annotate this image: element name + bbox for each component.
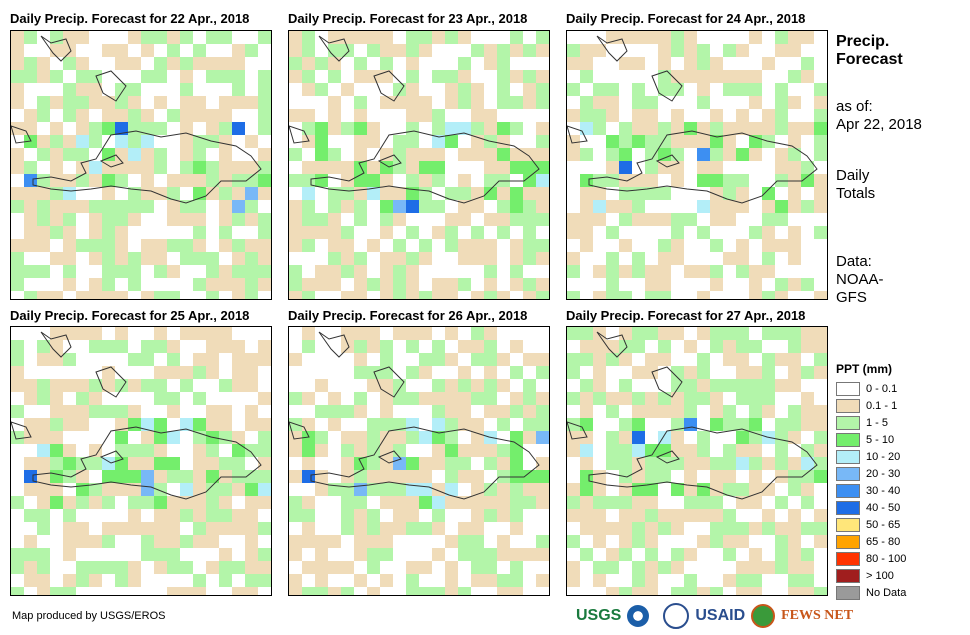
panel-title-4: Daily Precip. Forecast for 25 Apr., 2018 [10,308,250,323]
legend-item: 40 - 50 [836,499,906,516]
legend-label: 65 - 80 [866,535,901,548]
precip-map [11,327,271,595]
coastline [567,35,818,204]
map-panel-2 [288,30,550,300]
map-panel-4 [10,326,272,596]
coastline [289,331,540,500]
usgs-logo: USGS [576,607,622,624]
precip-map [567,31,827,299]
panel-title-6: Daily Precip. Forecast for 27 Apr., 2018 [566,308,806,323]
legend-swatch [836,534,860,549]
legend-swatch [836,500,860,515]
panel-title-1: Daily Precip. Forecast for 22 Apr., 2018 [10,11,250,26]
legend-label: 50 - 65 [866,518,901,531]
legend-label: 20 - 30 [866,467,901,480]
legend-title: PPT (mm) [836,362,893,376]
legend-item: No Data [836,584,906,601]
precip-map [11,31,271,299]
legend-item: 65 - 80 [836,533,906,550]
legend-item: 50 - 65 [836,516,906,533]
legend-label: 10 - 20 [866,450,901,463]
daily-totals-text: Daily Totals [836,167,876,202]
coastline [11,331,262,500]
map-panel-3 [566,30,828,300]
legend-label: > 100 [866,569,894,582]
panel-title-3: Daily Precip. Forecast for 24 Apr., 2018 [566,11,806,26]
panel-title-2: Daily Precip. Forecast for 23 Apr., 2018 [288,11,528,26]
credit-text: Map produced by USGS/EROS [12,610,166,622]
legend-swatch [836,551,860,566]
coastline [567,331,818,500]
legend-item: 1 - 5 [836,414,906,431]
legend-label: 80 - 100 [866,552,907,565]
map-panel-5 [288,326,550,596]
as-of-text: as of: Apr 22, 2018 [836,98,922,133]
legend-label: 0.1 - 1 [866,399,898,412]
legend-swatch [836,483,860,498]
precip-map [289,31,549,299]
legend-swatch [836,449,860,464]
side-title: Precip. Forecast [836,33,903,68]
map-panel-1 [10,30,272,300]
panel-title-5: Daily Precip. Forecast for 26 Apr., 2018 [288,308,528,323]
legend-swatch [836,398,860,413]
legend-item: 20 - 30 [836,465,906,482]
legend-item: 80 - 100 [836,550,906,567]
precip-map [289,327,549,595]
fews-globe [751,604,776,628]
coastline [11,35,262,204]
coastline [289,35,540,204]
noaa-logo [627,605,650,627]
partner-logos: USGS USAID FEWS NET [576,603,853,629]
usaid-seal [663,603,690,629]
data-source-text: Data: NOAA- GFS [836,253,884,306]
legend-swatch [836,466,860,481]
legend-label: 5 - 10 [866,433,895,446]
legend-item: 5 - 10 [836,431,906,448]
legend-swatch [836,432,860,447]
legend-label: No Data [866,586,907,599]
legend-item: > 100 [836,567,906,584]
legend-swatch [836,585,860,600]
map-panel-6 [566,326,828,596]
legend-label: 0 - 0.1 [866,382,898,395]
legend-label: 1 - 5 [866,416,889,429]
usaid-logo: USAID [695,607,746,624]
legend-label: 40 - 50 [866,501,901,514]
legend-swatch [836,517,860,532]
precip-map [567,327,827,595]
legend-swatch [836,381,860,396]
legend-swatch [836,415,860,430]
legend: PPT (mm) 0 - 0.1 0.1 - 1 1 - 5 5 - 10 10 - 2… [836,362,906,601]
legend-item: 30 - 40 [836,482,906,499]
legend-item: 0.1 - 1 [836,397,906,414]
legend-label: 30 - 40 [866,484,901,497]
legend-item: 0 - 0.1 [836,380,906,397]
legend-swatch [836,568,860,583]
legend-item: 10 - 20 [836,448,906,465]
fews-net-logo: FEWS NET [781,608,854,623]
